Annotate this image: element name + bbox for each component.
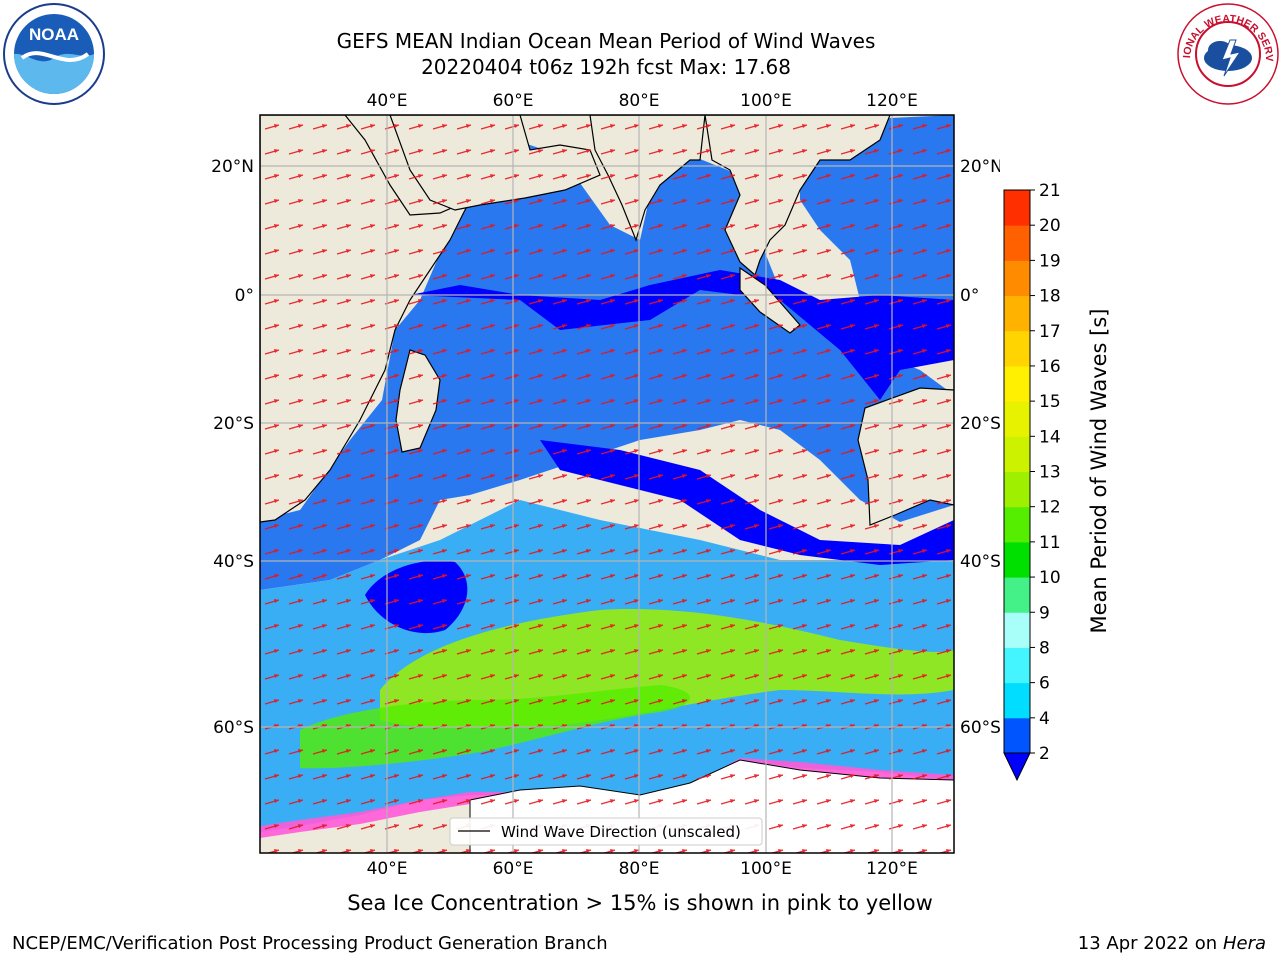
host-name: Hera <box>1222 933 1266 954</box>
colorbar-tick-label: 16 <box>1039 357 1061 377</box>
colorbar-segment <box>1004 365 1030 402</box>
colorbar-segment <box>1004 612 1030 648</box>
legend-label: Wind Wave Direction (unscaled) <box>501 823 741 841</box>
lat-right-tick-4: 40°S <box>960 552 1000 572</box>
colorbar-extend-triangle <box>1003 752 1031 782</box>
lat-left-tick-1: 20°N <box>211 157 254 177</box>
colorbar-tick-label: 12 <box>1039 498 1061 518</box>
sea-ice-note: Sea Ice Concentration > 15% is shown in … <box>347 891 933 915</box>
map-legend: Wind Wave Direction (unscaled) <box>449 817 763 846</box>
lat-right-tick-2: 0° <box>960 286 979 306</box>
lon-top-tick-5: 120°E <box>866 91 918 111</box>
colorbar: 2 4 6 8 9 10 11 12 13 14 15 16 17 18 19 20 21 Mean Perio… <box>1003 181 1111 782</box>
colorbar-segment <box>1004 471 1030 508</box>
gridlines <box>260 115 954 853</box>
colorbar-tick-label: 4 <box>1039 709 1050 729</box>
nws-logo: NATIONAL WEATHER SERVICE <box>1176 2 1279 105</box>
colorbar-tick-label: 11 <box>1039 533 1061 553</box>
colorbar-segment <box>1004 541 1030 578</box>
colorbar-segment <box>1004 225 1030 261</box>
date-stamp: 13 Apr 2022 on Hera <box>1078 933 1266 954</box>
colorbar-segment <box>1004 401 1030 437</box>
colorbar-tick-label: 15 <box>1039 392 1061 412</box>
colorbar-tick-label: 19 <box>1039 251 1061 271</box>
wave-period-map: 40°E 60°E 80°E 100°E 120°E 40°E 60°E 80°… <box>211 91 1000 879</box>
colorbar-segment <box>1004 647 1030 684</box>
lon-top-tick-2: 60°E <box>493 91 534 111</box>
colorbar-tick-label: 13 <box>1039 463 1061 483</box>
lat-right-tick-3: 20°S <box>960 414 1000 434</box>
colorbar-segment <box>1004 260 1030 297</box>
lon-top-tick-1: 40°E <box>367 91 408 111</box>
credit-line: NCEP/EMC/Verification Post Processing Pr… <box>12 933 608 954</box>
lon-bottom-tick-3: 80°E <box>619 859 660 879</box>
lon-bottom-tick-1: 40°E <box>367 859 408 879</box>
colorbar-segment <box>1004 436 1030 472</box>
lat-right-tick-1: 20°N <box>960 157 1000 177</box>
lon-top-tick-3: 80°E <box>619 91 660 111</box>
lon-top-tick-4: 100°E <box>740 91 792 111</box>
noaa-logo-text: NOAA <box>29 25 79 44</box>
colorbar-tick-label: 10 <box>1039 568 1061 588</box>
colorbar-tick-label: 18 <box>1039 287 1061 307</box>
colorbar-tick-label: 2 <box>1039 744 1050 764</box>
lon-bottom-tick-4: 100°E <box>740 859 792 879</box>
lat-right-tick-5: 60°S <box>960 718 1000 738</box>
lat-left-tick-4: 40°S <box>213 552 254 572</box>
chart-title: GEFS MEAN Indian Ocean Mean Period of Wi… <box>336 29 876 53</box>
colorbar-tick-label: 9 <box>1039 603 1050 623</box>
colorbar-tick-label: 20 <box>1039 216 1061 236</box>
colorbar-tick-label: 6 <box>1039 674 1050 694</box>
colorbar-ticks: 2 4 6 8 9 10 11 12 13 14 15 16 17 18 19 20 21 <box>1030 181 1061 764</box>
lon-bottom-tick-2: 60°E <box>493 859 534 879</box>
colorbar-segment <box>1004 577 1030 613</box>
colorbar-segment <box>1004 190 1030 226</box>
colorbar-label: Mean Period of Wind Waves [s] <box>1087 309 1111 634</box>
colorbar-segment <box>1004 717 1030 754</box>
wind-direction-vectors <box>260 115 954 853</box>
map-frame <box>259 114 955 854</box>
noaa-logo: NOAA <box>3 3 105 105</box>
lon-bottom-tick-5: 120°E <box>866 859 918 879</box>
colorbar-tick-label: 21 <box>1039 181 1061 201</box>
lat-left-tick-3: 20°S <box>213 414 254 434</box>
lat-left-tick-5: 60°S <box>213 718 254 738</box>
colorbar-segment <box>1004 682 1030 719</box>
colorbar-segment <box>1004 295 1030 332</box>
colorbar-tick-label: 17 <box>1039 322 1061 342</box>
colorbar-tick-label: 14 <box>1039 427 1061 447</box>
colorbar-segment <box>1004 506 1030 543</box>
date-text: 13 Apr 2022 on <box>1077 933 1218 954</box>
colorbar-segments <box>1004 190 1030 754</box>
chart-subtitle: 20220404 t06z 192h fcst Max: 17.68 <box>421 55 791 79</box>
lat-left-tick-2: 0° <box>235 286 254 306</box>
colorbar-segment <box>1004 330 1030 367</box>
map-field <box>260 115 954 853</box>
colorbar-tick-label: 8 <box>1039 638 1050 658</box>
